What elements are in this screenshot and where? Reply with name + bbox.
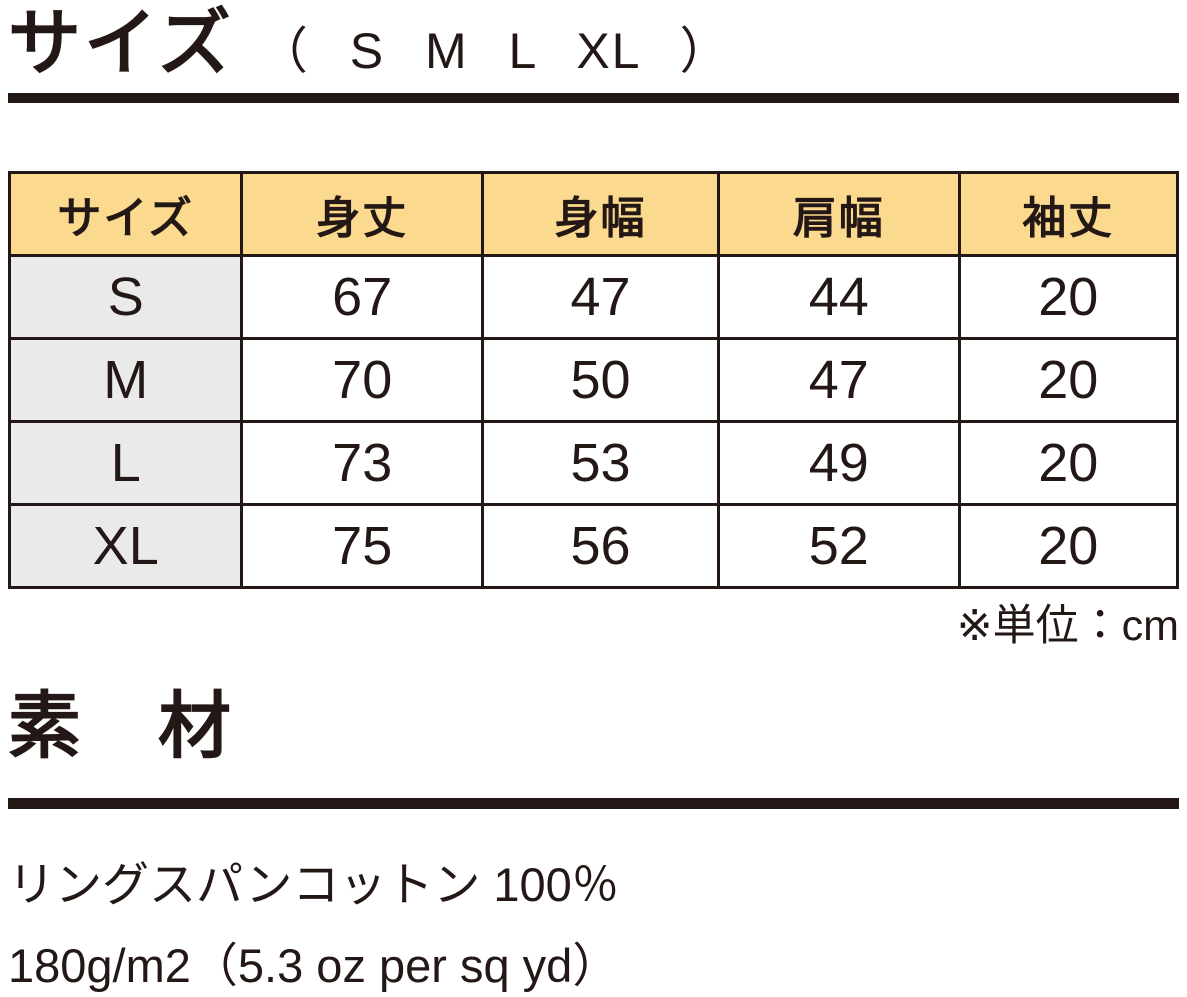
size-section-header: サイズ （ S M L XL ） xyxy=(8,0,1179,91)
cell-l-sleeve-length: 20 xyxy=(957,420,1180,506)
cell-s-body-length: 67 xyxy=(240,254,485,340)
cell-xl-sleeve-length: 20 xyxy=(957,503,1180,589)
cell-s-sleeve-length: 20 xyxy=(957,254,1180,340)
cell-xl-body-width: 56 xyxy=(481,503,720,589)
size-section-title: サイズ xyxy=(8,3,234,84)
size-range-text: （ S M L XL ） xyxy=(257,23,732,79)
size-table: サイズ 身丈 身幅 肩幅 袖丈 S 67 47 44 20 M 70 50 47… xyxy=(7,171,1180,589)
table-row-l: L 73 53 49 20 xyxy=(7,420,1180,506)
cell-l-shoulder-width: 49 xyxy=(716,420,961,506)
cell-xl-shoulder-width: 52 xyxy=(716,503,961,589)
cell-l-body-width: 53 xyxy=(481,420,720,506)
row-label-m: M xyxy=(7,337,244,423)
cell-m-shoulder-width: 47 xyxy=(716,337,961,423)
table-row-xl: XL 75 56 52 20 xyxy=(7,503,1180,589)
column-header-sleeve-length: 袖丈 xyxy=(957,171,1180,257)
column-header-shoulder-width: 肩幅 xyxy=(716,171,961,257)
divider-rule-top xyxy=(8,93,1179,103)
cell-s-body-width: 47 xyxy=(481,254,720,340)
row-label-s: S xyxy=(7,254,244,340)
row-label-l: L xyxy=(7,420,244,506)
material-section-title: 素 材 xyxy=(8,685,233,767)
column-header-body-width: 身幅 xyxy=(481,171,720,257)
divider-rule-material xyxy=(8,798,1179,810)
cell-l-body-length: 73 xyxy=(240,420,485,506)
unit-note: ※単位：cm xyxy=(956,602,1179,650)
material-composition-text: リングスパンコットン 100％ xyxy=(8,858,619,912)
size-table-header-row: サイズ 身丈 身幅 肩幅 袖丈 xyxy=(7,171,1180,257)
cell-s-shoulder-width: 44 xyxy=(716,254,961,340)
cell-m-body-width: 50 xyxy=(481,337,720,423)
cell-xl-body-length: 75 xyxy=(240,503,485,589)
column-header-body-length: 身丈 xyxy=(240,171,485,257)
row-label-xl: XL xyxy=(7,503,244,589)
cell-m-body-length: 70 xyxy=(240,337,485,423)
table-row-m: M 70 50 47 20 xyxy=(7,337,1180,423)
cell-m-sleeve-length: 20 xyxy=(957,337,1180,423)
material-weight-text: 180g/m2（5.3 oz per sq yd） xyxy=(8,938,620,992)
column-header-size: サイズ xyxy=(7,171,244,257)
table-row-s: S 67 47 44 20 xyxy=(7,254,1180,340)
